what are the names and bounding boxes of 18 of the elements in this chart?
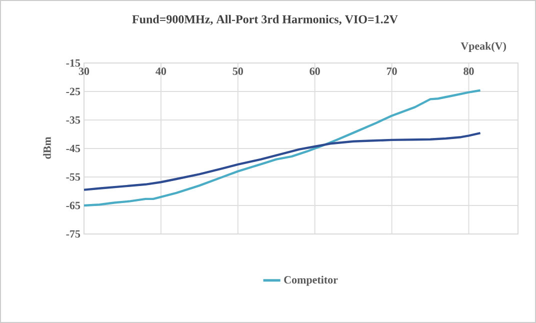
y-tick-label: -35	[66, 116, 80, 124]
y-tick-label: -25	[66, 88, 80, 96]
x-tick-label: 40	[156, 68, 166, 75]
y-tick-label: -45	[66, 144, 80, 152]
x-tick-label: 80	[464, 68, 474, 75]
y-tick-label: -65	[66, 202, 80, 210]
x-tick-label: 50	[232, 68, 243, 75]
x-tick-label: 70	[386, 68, 397, 75]
y-tick-label: -55	[66, 173, 80, 181]
x-tick-label: 30	[78, 68, 90, 75]
y-tick-label: -75	[66, 230, 80, 238]
chart-title: Fund=900MHz, All-Port 3rd Harmonics, VIO=1.2V	[132, 14, 398, 26]
y-axis-title: dBm	[43, 136, 51, 159]
y-tick-label: -15	[66, 59, 80, 67]
line-series	[84, 89, 482, 207]
legend-label: Competitor	[284, 276, 338, 286]
x-tick-label: 60	[310, 68, 320, 75]
x-axis-title: Vpeak(V)	[460, 42, 506, 52]
